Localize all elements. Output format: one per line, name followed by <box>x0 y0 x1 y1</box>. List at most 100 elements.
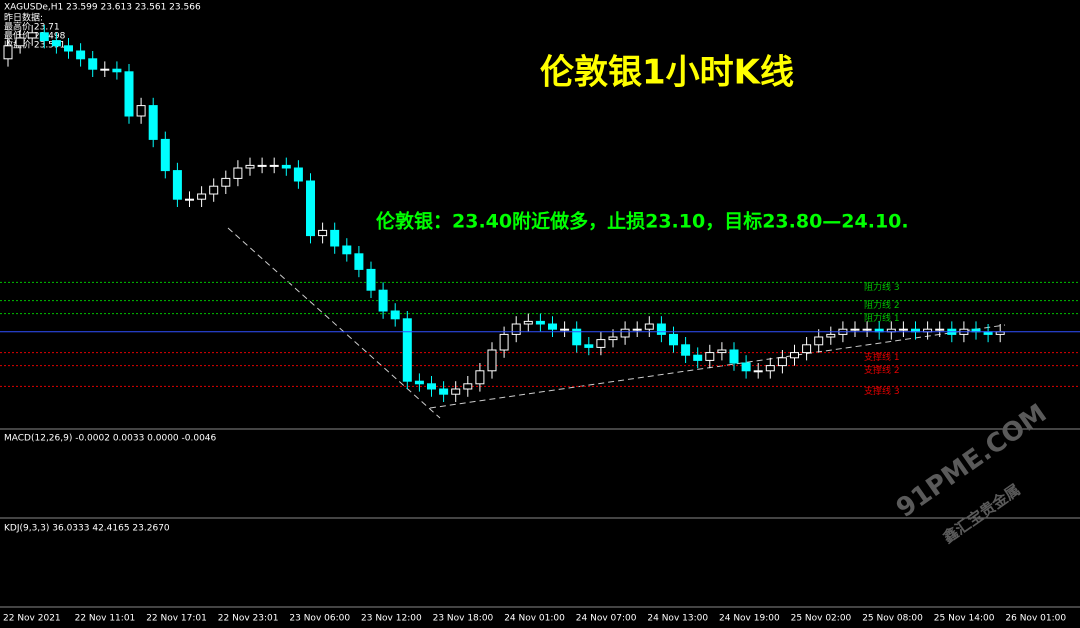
candle-body <box>499 333 509 351</box>
candle-body <box>548 323 557 330</box>
x-tick-label: 26 Nov 01:00 <box>1005 614 1066 624</box>
candle-body <box>427 383 436 390</box>
candle-body <box>560 328 570 331</box>
header: XAGUSDe,H1 23.599 23.613 23.561 23.566 <box>4 3 201 13</box>
info-line: 昨日数据: <box>4 12 43 24</box>
candle-body <box>439 388 449 395</box>
candle-body <box>596 339 606 348</box>
candle-body <box>935 328 945 331</box>
candle-body <box>76 50 86 60</box>
candle-body <box>656 323 666 335</box>
candle-body <box>281 164 291 169</box>
candle-body <box>523 320 533 325</box>
x-tick-label: 22 Nov 11:01 <box>75 614 136 624</box>
candle-body <box>257 164 267 167</box>
candle-body <box>39 32 49 42</box>
candle-body <box>620 328 630 338</box>
candle-body <box>15 37 25 47</box>
candle-body <box>51 40 61 47</box>
trend-line <box>429 324 1006 409</box>
candle-body <box>451 388 461 395</box>
x-tick-label: 24 Nov 13:00 <box>647 614 708 624</box>
candle-body <box>306 180 315 237</box>
candle-body <box>390 310 400 320</box>
candle-body <box>669 333 678 346</box>
candle-body <box>681 344 691 356</box>
annotation: 伦敦银：23.40附近做多，止损23.10，目标23.80—24.10. <box>376 210 909 233</box>
candle-body <box>753 370 763 373</box>
x-tick-label: 25 Nov 14:00 <box>934 614 995 624</box>
candle-body <box>705 352 715 361</box>
candle-body <box>535 320 545 325</box>
candle-body <box>221 177 231 187</box>
candle-body <box>790 352 799 359</box>
candle-body <box>463 383 473 390</box>
x-tick-label: 22 Nov 17:01 <box>146 614 207 624</box>
x-tick-label: 24 Nov 01:00 <box>504 614 565 624</box>
x-tick-label: 25 Nov 08:00 <box>862 614 923 624</box>
candle-body <box>148 105 158 140</box>
candle-body <box>197 193 207 200</box>
level-label: 阻力线 1 <box>864 312 900 324</box>
candle-body <box>814 336 824 346</box>
candle-body <box>100 68 110 71</box>
candle-body <box>777 357 787 367</box>
candle-body <box>826 333 836 338</box>
candle-body <box>233 167 243 179</box>
x-tick-label: 24 Nov 19:00 <box>719 614 780 624</box>
candle-body <box>269 164 279 167</box>
candle-body <box>293 167 303 182</box>
x-tick-label: 24 Nov 07:00 <box>576 614 637 624</box>
candle-body <box>729 349 739 364</box>
x-tick-label: 23 Nov 06:00 <box>289 614 350 624</box>
candle-body <box>862 328 872 331</box>
candle-body <box>378 289 388 312</box>
x-tick-label: 23 Nov 18:00 <box>433 614 494 624</box>
candle-body <box>64 45 73 52</box>
level-label: 支撑线 1 <box>864 351 900 363</box>
candle-body <box>632 328 642 331</box>
x-tick-label: 23 Nov 12:00 <box>361 614 422 624</box>
candle-body <box>124 71 134 117</box>
candle-body <box>172 170 182 200</box>
candle-body <box>3 45 13 60</box>
candle-body <box>342 245 352 255</box>
macd-header: MACD(12,26,9) -0.0002 0.0033 0.0000 -0.0… <box>4 434 217 444</box>
candle-body <box>402 318 412 382</box>
candle-body <box>414 380 424 385</box>
candle-body <box>572 328 582 346</box>
candle-body <box>366 268 376 291</box>
candle-body <box>330 229 340 247</box>
candle-body <box>112 68 122 73</box>
candle-body <box>160 138 170 172</box>
candle-body <box>354 253 364 270</box>
candle-body <box>475 370 485 385</box>
candle-body <box>136 105 146 117</box>
candle-body <box>511 323 521 335</box>
candle-body <box>693 354 703 361</box>
candle-body <box>741 362 751 372</box>
candle-body <box>608 336 618 341</box>
level-label: 阻力线 3 <box>864 281 900 293</box>
candle-body <box>245 164 255 169</box>
candle-body <box>850 328 860 331</box>
candle-body <box>644 323 654 330</box>
level-label: 支撑线 2 <box>864 364 900 376</box>
candle-body <box>185 198 194 201</box>
trend-line <box>227 227 441 419</box>
level-label: 支撑线 3 <box>864 385 900 397</box>
candle-body <box>717 349 727 354</box>
candle-body <box>27 32 37 39</box>
candle-body <box>802 344 812 354</box>
chart-title: 伦敦银1小时K线 <box>540 53 794 93</box>
x-tick-label: 25 Nov 02:00 <box>791 614 852 624</box>
kdj-header: KDJ(9,3,3) 36.0333 42.4165 23.2670 <box>4 524 170 534</box>
candle-body <box>88 58 98 70</box>
x-tick-label: 22 Nov 2021 <box>3 614 61 624</box>
x-tick-label: 22 Nov 23:01 <box>218 614 279 624</box>
candle-body <box>487 349 497 372</box>
candle-body <box>318 229 328 237</box>
candle-body <box>898 328 908 331</box>
candle-body <box>584 344 594 348</box>
